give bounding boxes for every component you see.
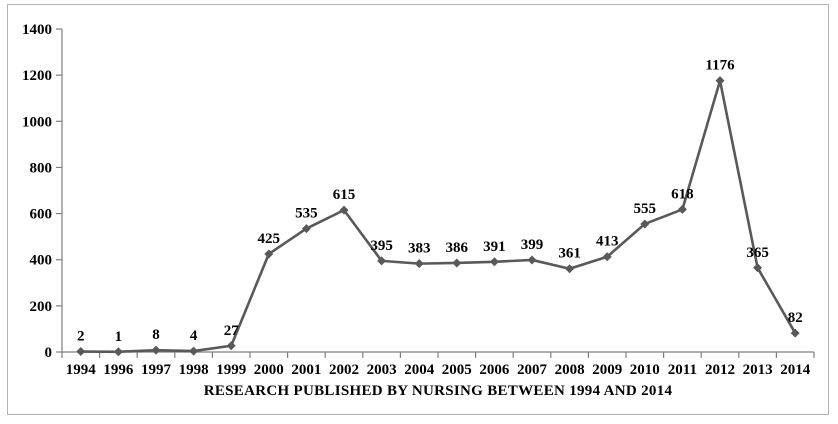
- x-tick-label: 1998: [179, 362, 209, 378]
- x-tick-label: 1997: [141, 362, 172, 378]
- data-point-marker: [377, 256, 387, 266]
- chart-title: RESEARCH PUBLISHED BY NURSING BETWEEN 19…: [204, 383, 673, 399]
- x-tick-label: 2005: [442, 362, 472, 378]
- x-tick-label: 2008: [555, 362, 585, 378]
- x-tick-label: 1996: [103, 362, 134, 378]
- plot-area: 0 200 400 600 800 1000 1200 1400 1994 1996 1997 199…: [22, 22, 815, 378]
- x-tick-label: 2007: [517, 362, 548, 378]
- y-tick-label: 400: [30, 253, 53, 269]
- data-point-marker: [264, 249, 274, 259]
- x-tick-label: 2001: [291, 362, 321, 378]
- data-label: 361: [558, 246, 581, 262]
- x-tick-label: 2013: [743, 362, 773, 378]
- y-tick-label: 1400: [22, 22, 52, 38]
- data-point-marker: [753, 263, 763, 273]
- y-tick-label: 0: [45, 345, 53, 361]
- x-tick-label: 2000: [254, 362, 284, 378]
- data-point-marker: [189, 346, 199, 356]
- y-tick-label: 1000: [22, 114, 52, 130]
- data-label: 395: [370, 238, 393, 254]
- data-point-marker: [226, 341, 236, 351]
- x-tick-label: 2014: [780, 362, 811, 378]
- data-label: 425: [258, 231, 281, 247]
- data-label: 615: [333, 187, 356, 203]
- data-point-marker: [414, 259, 424, 269]
- data-point-marker: [640, 219, 650, 229]
- data-label: 82: [788, 310, 803, 326]
- x-tick-label: 2004: [404, 362, 435, 378]
- data-label: 413: [596, 234, 619, 250]
- data-label: 399: [521, 237, 544, 253]
- x-tick-label: 2012: [705, 362, 735, 378]
- x-tick-label: 1999: [216, 362, 246, 378]
- x-tick-label: 2011: [668, 362, 697, 378]
- data-point-marker: [151, 345, 161, 355]
- data-label: 535: [295, 206, 318, 222]
- chart-frame: [7, 4, 829, 415]
- data-point-marker: [677, 204, 687, 214]
- data-label: 383: [408, 241, 431, 257]
- x-tick-label: 2009: [592, 362, 622, 378]
- data-point-marker: [452, 258, 462, 268]
- data-point-marker: [113, 347, 123, 357]
- data-point-marker: [339, 205, 349, 215]
- x-tick-label: 2010: [630, 362, 660, 378]
- data-label: 8: [152, 327, 160, 343]
- data-point-marker: [489, 257, 499, 267]
- x-tick-label: 2006: [479, 362, 510, 378]
- data-label: 1: [115, 329, 123, 345]
- data-label: 2: [77, 329, 85, 345]
- x-tick-label: 1994: [66, 362, 97, 378]
- data-point-marker: [76, 347, 86, 357]
- data-label: 365: [746, 245, 769, 261]
- data-label: 27: [224, 323, 240, 339]
- y-tick-label: 800: [30, 160, 53, 176]
- data-point-marker: [301, 224, 311, 234]
- data-label: 391: [483, 239, 506, 255]
- data-label: 386: [446, 240, 469, 256]
- y-tick-label: 200: [30, 299, 53, 315]
- data-label: 618: [671, 186, 694, 202]
- data-label: 4: [190, 328, 198, 344]
- x-tick-label: 2003: [367, 362, 397, 378]
- y-tick-label: 600: [30, 207, 53, 223]
- data-point-marker: [715, 76, 725, 86]
- data-point-marker: [565, 264, 575, 274]
- data-label: 555: [634, 201, 657, 217]
- data-point-marker: [790, 328, 800, 338]
- x-tick-label: 2002: [329, 362, 359, 378]
- data-point-marker: [527, 255, 537, 265]
- data-point-marker: [602, 252, 612, 262]
- y-tick-label: 1200: [22, 68, 52, 84]
- data-line: [79, 79, 797, 354]
- data-label: 1176: [705, 58, 735, 74]
